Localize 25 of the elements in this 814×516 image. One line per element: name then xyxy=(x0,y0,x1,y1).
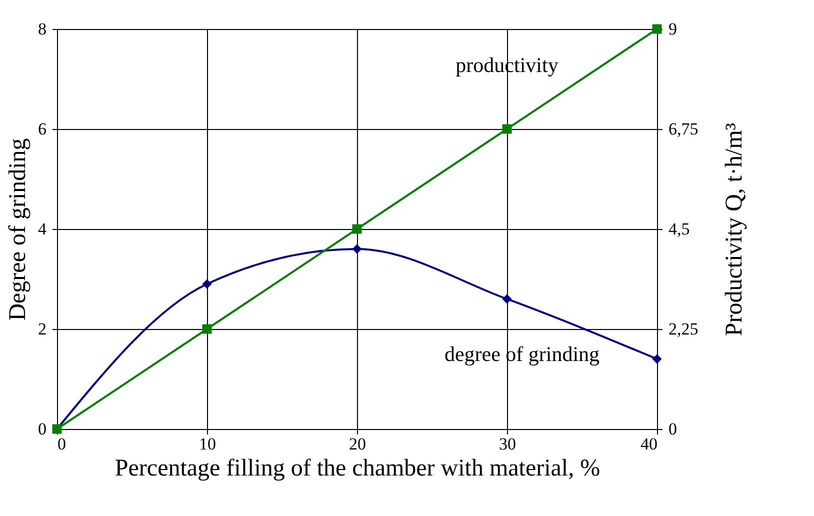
point xyxy=(652,354,662,364)
y-tick-label: 6 xyxy=(38,120,46,138)
point xyxy=(202,279,212,289)
y2-tick-label: 6,75 xyxy=(668,120,698,138)
y2-tick-label: 9 xyxy=(668,20,677,38)
x-tick-label: 20 xyxy=(349,434,366,454)
x-tick-label: 10 xyxy=(199,434,216,454)
y2-tick-label: 0 xyxy=(668,420,677,438)
x-tick-label: 30 xyxy=(499,434,516,454)
y-tick-label: 2 xyxy=(38,320,46,338)
y2-axis-title: Productivity Q, t·h/m³ xyxy=(721,122,748,336)
y-axis-title: Degree of grinding xyxy=(5,138,31,321)
point xyxy=(352,224,362,234)
point xyxy=(502,294,512,304)
x-tick-label: 40 xyxy=(640,434,658,454)
y2-tick-label: 4,5 xyxy=(668,220,690,238)
y-tick-label: 4 xyxy=(38,220,47,238)
point xyxy=(502,124,512,134)
point xyxy=(202,324,212,334)
x-tick-label: 0 xyxy=(58,434,66,454)
point xyxy=(352,244,362,254)
y-tick-label: 8 xyxy=(38,20,46,38)
x-axis-title: Percentage filling of the chamber with material, % xyxy=(114,456,600,482)
y-tick-label: 0 xyxy=(38,420,46,438)
y2-tick-label: 2,25 xyxy=(668,320,698,338)
